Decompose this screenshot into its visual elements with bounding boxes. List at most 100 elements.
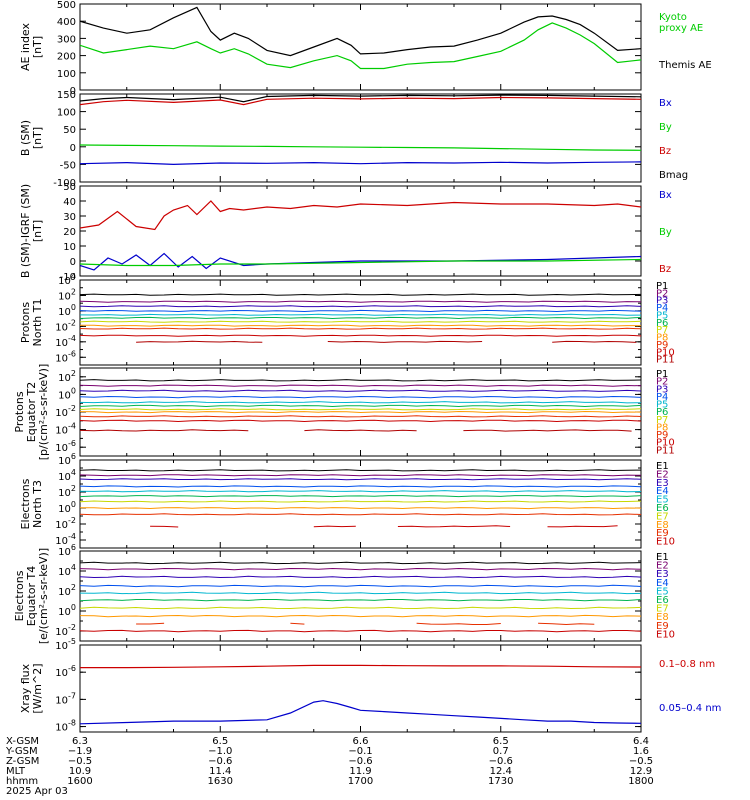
legend-p5: P5 [656,400,668,411]
panel-bsm: -100 -50 0 50 100 150 B (SM) [nT] Bx By Bz Bmag [19,90,688,189]
ephemeris-value: 1800 [628,776,653,787]
y-tick-label: 500 [57,0,76,11]
channel-line-p3 [80,305,641,308]
y-tick-label: 100 [58,603,76,618]
channel-line-p2 [80,384,641,387]
channel-line-p7 [80,408,641,411]
y-tick-label: 10-6 [55,349,76,364]
channel-line-e3 [80,575,641,579]
ephemeris-value: 6.4 [633,736,649,747]
legend-p2: P2 [656,288,668,299]
y-tick-label: 100 [57,108,76,119]
channel-line-e2 [80,567,641,571]
y-axis-label: AE index [19,22,32,71]
channel-line-p5 [80,401,641,404]
y-tick-label: 104 [58,468,76,483]
ephemeris-value: 6.5 [212,736,228,747]
ephemeris-value: 6.5 [493,736,509,747]
y-tick-label: 40 [63,197,76,208]
plot-area [80,379,641,432]
ephemeris-value: −0.5 [629,756,653,767]
channel-line-p4 [80,395,641,399]
legend-p8: P8 [656,422,668,433]
channel-line-e6 [80,599,641,602]
legend-e5: E5 [656,586,669,597]
ephemeris-value: 6.3 [72,736,88,747]
legend-p10: P10 [656,438,675,449]
y-tick-label: 102 [58,484,76,499]
y-axis-label: Electrons [19,478,32,529]
y-axis-label: Electrons [13,570,26,621]
channel-line-e5 [80,591,641,595]
plot-area [80,561,641,633]
legend-by: By [659,227,672,238]
ephemeris-value: 0.7 [493,746,509,757]
panel-frame [79,459,642,549]
channel-line-e10 [313,525,356,528]
legend-e8: E8 [656,520,669,531]
y-axis-label: Equator T4 [25,566,38,626]
y-tick-label: 102 [58,369,76,384]
channel-line-e9 [80,513,641,516]
channel-line-e1 [80,561,641,565]
y-tick-label: 30 [63,212,76,223]
legend-p1: P1 [656,281,668,292]
plot-area [80,664,641,725]
ephemeris-value: −0.5 [68,756,92,767]
channel-line-e10 [150,525,179,528]
ephemeris-label-hhmm: hhmm [6,776,38,787]
ephemeris-value: 1730 [488,776,513,787]
legend-e2: E2 [656,561,669,572]
series-line-bmag [80,94,641,103]
y-tick-label: -50 [60,160,76,171]
channel-line-e1 [80,469,641,472]
channel-line-p9 [80,327,641,330]
plot-area [80,469,641,528]
series-line-bz [80,200,641,231]
channel-line-p11 [136,340,263,343]
channel-line-p11 [552,340,637,343]
y-tick-label: 106 [58,452,76,467]
ephemeris-value: −0.1 [348,746,372,757]
ephemeris-value: 11.4 [209,766,231,777]
ephemeris-label-y-gsm: Y-GSM [5,746,38,757]
channel-line-p11 [80,429,249,432]
legend-e8: E8 [656,612,669,623]
legend-p8: P8 [656,333,668,344]
y-axis-label: [nT] [31,220,44,242]
ephemeris-label-mlt: MLT [6,766,26,777]
legend-p4: P4 [656,303,668,314]
channel-line-e4 [80,485,641,488]
series-line-bz [80,96,641,106]
channel-line-p8 [80,324,641,327]
channel-line-p1 [80,293,641,296]
ephemeris-value: 1600 [67,776,92,787]
channel-line-p5 [80,313,641,316]
legend-bx: Bx [659,190,672,201]
legend-0-1-0-8-nm: 0.1–0.8 nm [659,659,715,670]
legend-p6: P6 [656,407,668,418]
channel-line-p8 [80,410,641,414]
legend-e1: E1 [656,552,669,563]
ephemeris-value: 12.9 [630,766,652,777]
legend-by: By [659,122,672,133]
ephemeris-value: −0.6 [348,756,372,767]
y-axis-label: North T1 [31,299,44,347]
y-tick-label: 10-6 [55,664,76,679]
panel-bigrf: -10 0 10 20 30 40 50 B (SM)-IGRF (SM) [nT] Bx By Bz [19,182,672,283]
channel-line-e4 [80,584,641,588]
series-line-0-1-0-8-nm [80,664,641,669]
series-line-by [80,258,641,267]
ephemeris-value: 1630 [208,776,233,787]
series-line-bx [80,252,641,271]
legend-p9: P9 [656,430,668,441]
y-tick-label: 10-2 [55,318,76,333]
channel-line-e9 [538,622,595,626]
y-axis-label: Equator T2 [25,382,38,442]
ephemeris-value: 11.9 [349,766,371,777]
ephemeris-value: 12.4 [490,766,512,777]
ephemeris-value: −0.6 [208,756,232,767]
